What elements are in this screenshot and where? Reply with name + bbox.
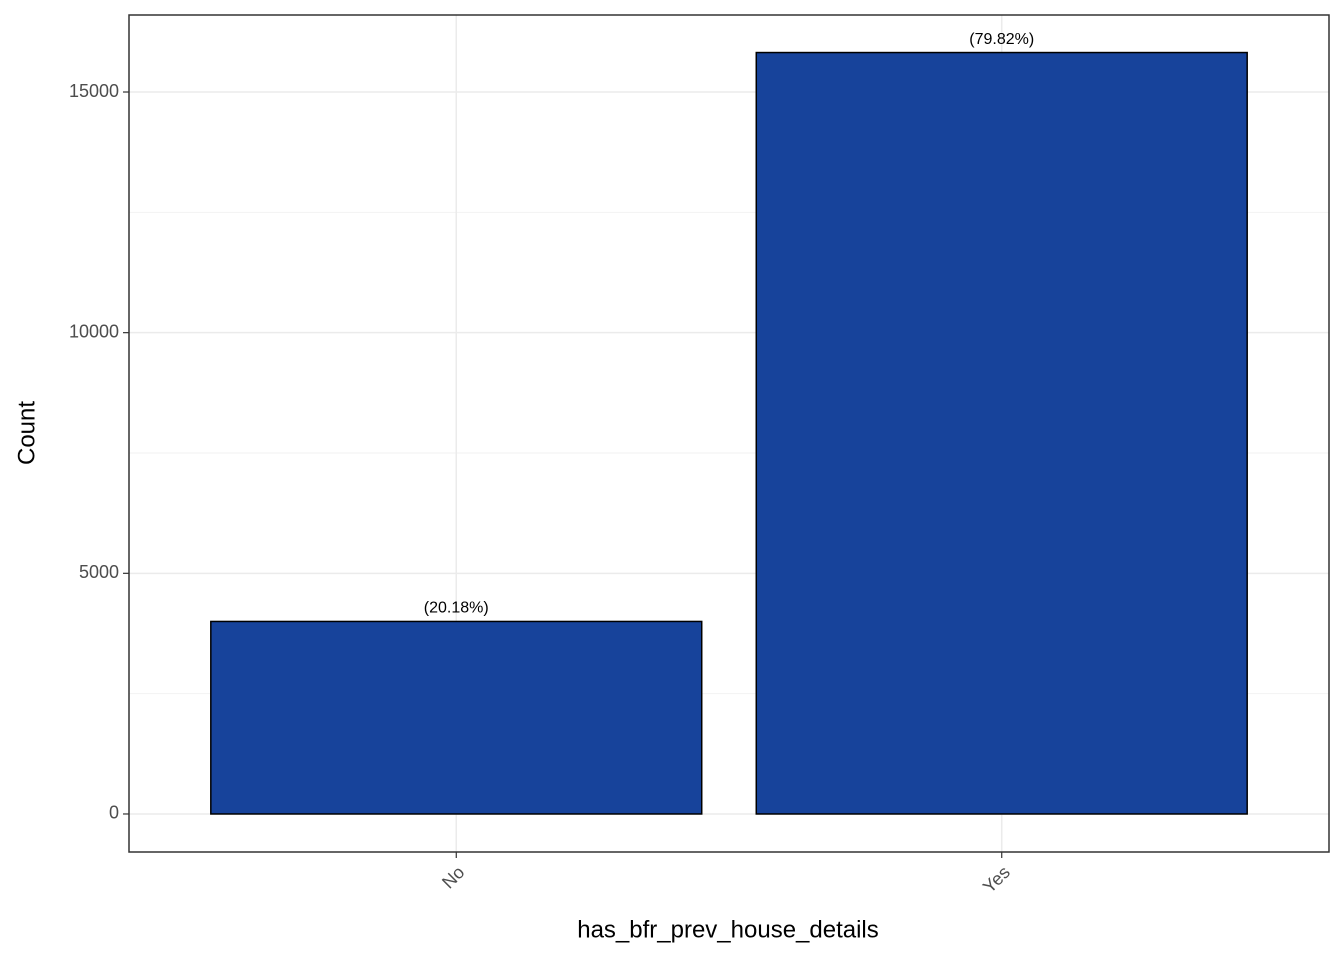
x-tick-label: No xyxy=(438,862,468,892)
bar xyxy=(210,620,703,815)
panel-border xyxy=(128,14,1330,853)
y-tick-label: 0 xyxy=(109,803,119,823)
bar-annotation: (79.82%) xyxy=(969,31,1034,48)
x-axis-title: has_bfr_prev_house_details xyxy=(577,916,879,943)
y-tick-label: 5000 xyxy=(79,562,119,582)
x-tick-label: Yes xyxy=(979,862,1014,897)
y-tick-label: 15000 xyxy=(69,81,119,101)
bar-annotation: (20.18%) xyxy=(424,600,489,617)
y-axis-title: Count xyxy=(13,401,40,465)
bar xyxy=(755,51,1248,815)
y-tick-label: 10000 xyxy=(69,321,119,341)
